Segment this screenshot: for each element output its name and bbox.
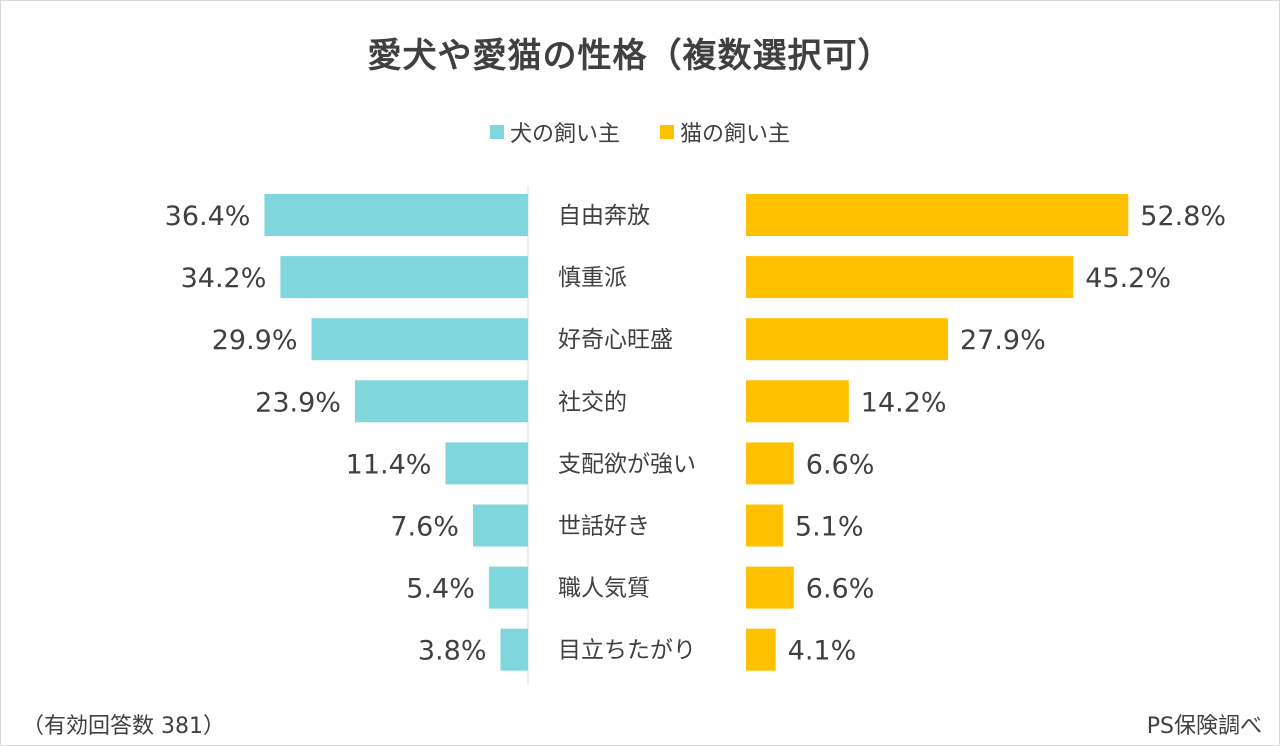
category-label-6: 職人気質 [558, 576, 650, 602]
category-label-2: 好奇心旺盛 [558, 327, 673, 353]
cat-bar-7 [746, 628, 776, 671]
dog-value-label-6: 5.4% [406, 574, 475, 605]
legend-label-dog: 犬の飼い主 [509, 122, 620, 147]
cat-value-label-0: 52.8% [1140, 201, 1226, 232]
dog-value-label-2: 29.9% [212, 325, 298, 356]
legend-label-cat: 猫の飼い主 [680, 122, 791, 147]
cat-bar-3 [746, 380, 849, 423]
dog-bar-5 [472, 504, 528, 547]
category-label-5: 世話好き [558, 514, 650, 540]
dog-value-label-3: 23.9% [255, 387, 341, 418]
dog-value-label-0: 36.4% [165, 201, 251, 232]
dog-bar-6 [488, 566, 528, 609]
category-label-7: 目立ちたがり [558, 638, 696, 664]
category-label-1: 慎重派 [558, 265, 627, 291]
cat-value-label-5: 5.1% [795, 512, 864, 543]
category-label-3: 社交的 [558, 389, 627, 415]
dog-bar-3 [354, 380, 528, 423]
cat-value-label-1: 45.2% [1085, 263, 1171, 294]
legend: 犬の飼い主 猫の飼い主 [0, 116, 1280, 148]
legend-swatch-cat [660, 125, 674, 139]
dog-bar-7 [500, 628, 528, 671]
cat-bar-6 [746, 566, 794, 609]
dog-bar-0 [264, 194, 528, 236]
dog-bar-1 [280, 256, 528, 299]
cat-value-label-4: 6.6% [806, 449, 875, 480]
cat-value-label-6: 6.6% [806, 574, 875, 605]
dog-value-label-1: 34.2% [181, 263, 267, 294]
category-label-0: 自由奔放 [558, 203, 650, 229]
legend-item-cat: 猫の飼い主 [660, 116, 790, 148]
cat-value-label-3: 14.2% [861, 387, 947, 418]
category-label-4: 支配欲が強い [558, 451, 696, 477]
cat-bar-4 [746, 442, 794, 485]
cat-bar-0 [746, 194, 1129, 236]
dog-value-label-4: 11.4% [346, 449, 432, 480]
response-count-note: （有効回答数 381） [22, 714, 225, 739]
cat-bar-5 [746, 504, 783, 547]
legend-swatch-dog [489, 125, 504, 139]
cat-value-label-7: 4.1% [788, 636, 857, 667]
dog-bar-2 [311, 318, 528, 361]
cat-bar-2 [746, 318, 948, 361]
legend-item-dog: 犬の飼い主 [489, 116, 620, 148]
cat-value-label-2: 27.9% [960, 325, 1046, 356]
cat-bar-1 [746, 256, 1074, 299]
source-note: PS保険調べ [1146, 714, 1262, 739]
dog-bar-4 [445, 442, 528, 485]
dog-value-label-7: 3.8% [418, 636, 487, 667]
dog-value-label-5: 7.6% [390, 512, 459, 543]
chart-title: 愛犬や愛猫の性格（複数選択可） [367, 36, 893, 76]
